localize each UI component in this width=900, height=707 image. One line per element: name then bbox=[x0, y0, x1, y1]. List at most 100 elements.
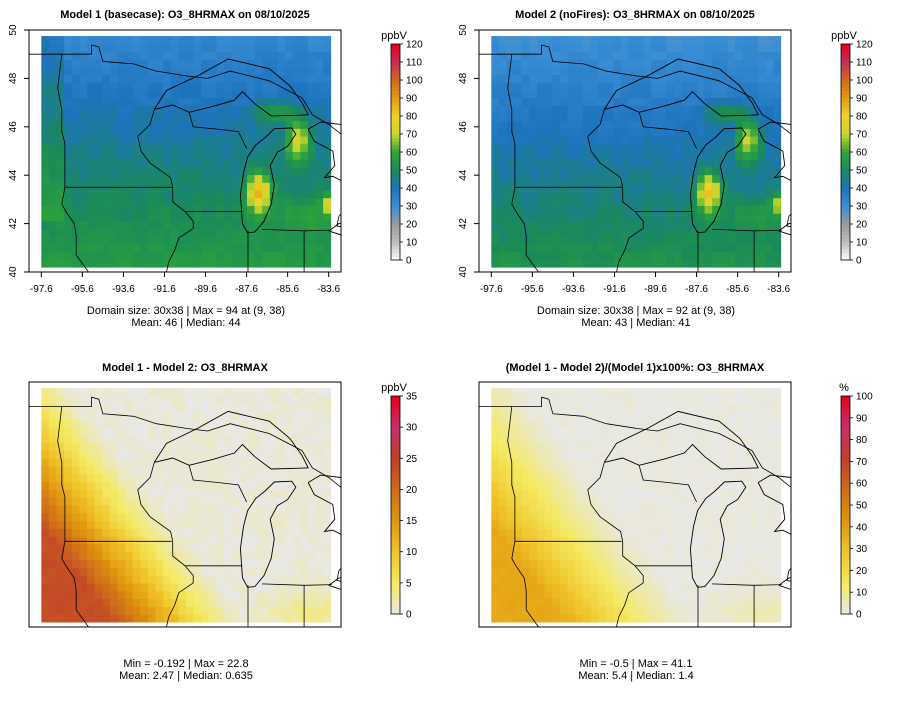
grid-cell bbox=[201, 251, 210, 260]
grid-cell bbox=[117, 497, 126, 506]
grid-cell bbox=[552, 442, 561, 451]
grid-cell bbox=[178, 167, 187, 176]
grid-cell bbox=[262, 82, 271, 91]
grid-cell bbox=[231, 442, 240, 451]
grid-cell bbox=[628, 43, 637, 52]
grid-cell bbox=[300, 473, 309, 483]
grid-cell bbox=[559, 228, 568, 237]
grid-cell bbox=[300, 105, 309, 114]
grid-cell bbox=[712, 489, 721, 498]
grid-cell bbox=[285, 259, 294, 268]
grid-cell bbox=[643, 489, 652, 498]
grid-cell bbox=[666, 567, 675, 576]
grid-cell bbox=[262, 551, 271, 561]
grid-cell bbox=[41, 97, 50, 106]
grid-cell bbox=[704, 551, 713, 561]
grid-cell bbox=[506, 544, 515, 553]
grid-cell bbox=[575, 259, 584, 268]
grid-cell bbox=[56, 473, 65, 483]
grid-cell bbox=[658, 450, 667, 459]
grid-cell bbox=[582, 174, 591, 183]
grid-cell bbox=[71, 497, 80, 506]
grid-cell bbox=[292, 167, 301, 176]
grid-cell bbox=[765, 228, 774, 237]
grid-cell bbox=[323, 411, 332, 420]
grid-cell bbox=[651, 120, 660, 129]
grid-cell bbox=[254, 614, 263, 623]
grid-cell bbox=[64, 213, 73, 222]
grid-cell bbox=[757, 182, 766, 191]
grid-cell bbox=[140, 182, 149, 191]
colorbar-segment bbox=[841, 69, 850, 74]
grid-cell bbox=[712, 442, 721, 451]
grid-cell bbox=[597, 228, 606, 237]
grid-cell bbox=[712, 82, 721, 91]
grid-cell bbox=[727, 236, 736, 245]
grid-cell bbox=[48, 244, 57, 253]
grid-cell bbox=[590, 251, 599, 260]
grid-cell bbox=[48, 143, 57, 152]
grid-cell bbox=[613, 182, 622, 191]
grid-cell bbox=[117, 159, 126, 168]
grid-cell bbox=[109, 458, 118, 467]
colorbar-segment bbox=[391, 195, 400, 200]
grid-cell bbox=[132, 512, 141, 522]
grid-cell bbox=[224, 251, 233, 260]
grid-cell bbox=[521, 59, 530, 68]
grid-cell bbox=[79, 174, 88, 183]
grid-cell bbox=[56, 36, 65, 45]
grid-cell bbox=[559, 497, 568, 506]
grid-cell bbox=[491, 512, 500, 522]
grid-cell bbox=[216, 551, 225, 561]
grid-cell bbox=[87, 105, 96, 114]
grid-cell bbox=[727, 551, 736, 561]
grid-cell bbox=[773, 559, 782, 568]
grid-cell bbox=[178, 51, 187, 60]
grid-cell bbox=[597, 82, 606, 91]
colorbar-segment bbox=[841, 252, 850, 257]
grid-cell bbox=[666, 489, 675, 498]
grid-cell bbox=[613, 536, 622, 545]
grid-cell bbox=[719, 128, 728, 137]
grid-cell bbox=[704, 113, 713, 122]
grid-cell bbox=[575, 434, 584, 444]
grid-cell bbox=[521, 434, 530, 444]
grid-cell bbox=[552, 544, 561, 553]
grid-cell bbox=[544, 89, 553, 99]
grid-cell bbox=[765, 151, 774, 160]
grid-cell bbox=[208, 190, 217, 199]
grid-cell bbox=[529, 388, 538, 397]
colorbar-segment bbox=[391, 421, 400, 426]
grid-cell bbox=[285, 528, 294, 537]
colorbar-segment bbox=[841, 577, 850, 582]
grid-cell bbox=[712, 583, 721, 592]
grid-cell bbox=[262, 89, 271, 99]
grid-cell bbox=[498, 403, 507, 412]
grid-cell bbox=[300, 66, 309, 75]
grid-cell bbox=[704, 205, 713, 214]
grid-cell bbox=[628, 395, 637, 405]
grid-cell bbox=[544, 220, 553, 230]
grid-cell bbox=[613, 520, 622, 529]
grid-cell bbox=[765, 473, 774, 483]
grid-cell bbox=[498, 575, 507, 584]
grid-cell bbox=[727, 167, 736, 176]
grid-cell bbox=[216, 128, 225, 137]
grid-cell bbox=[277, 434, 286, 444]
grid-cell bbox=[628, 213, 637, 222]
grid-cell bbox=[170, 159, 179, 168]
grid-cell bbox=[64, 583, 73, 592]
grid-cell bbox=[201, 220, 210, 230]
state-border bbox=[587, 109, 644, 272]
colorbar-segment bbox=[841, 574, 850, 579]
grid-cell bbox=[552, 105, 561, 114]
grid-cell bbox=[292, 395, 301, 405]
grid-cell bbox=[285, 197, 294, 206]
grid-cell bbox=[567, 182, 576, 191]
grid-cell bbox=[254, 59, 263, 68]
grid-cell bbox=[307, 419, 316, 428]
grid-cell bbox=[155, 259, 164, 268]
grid-cell bbox=[102, 159, 111, 168]
grid-cell bbox=[262, 182, 271, 191]
grid-cell bbox=[552, 66, 561, 75]
